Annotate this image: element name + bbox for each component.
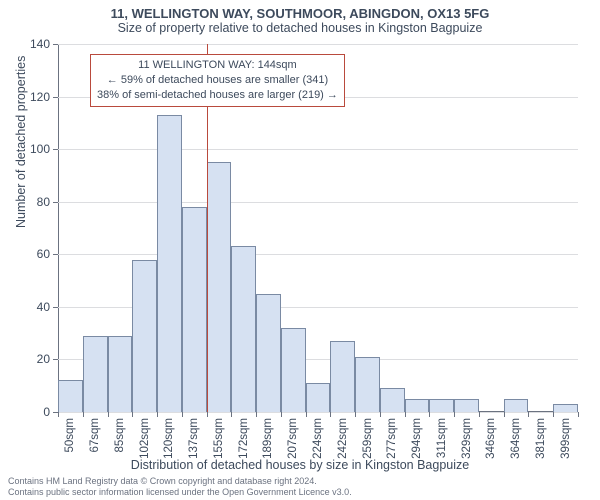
histogram-bar: [256, 294, 281, 412]
y-tick-label: 0: [43, 405, 50, 419]
x-tick-label: 277sqm: [386, 418, 398, 459]
histogram-bar: [182, 207, 207, 412]
x-tick-label: 224sqm: [312, 418, 324, 459]
histogram-bar: [355, 357, 380, 412]
x-tick: [207, 412, 208, 417]
x-tick: [553, 412, 554, 417]
info-box-line: 11 WELLINGTON WAY: 144sqm: [97, 58, 338, 73]
info-box-line: ← 59% of detached houses are smaller (34…: [97, 73, 338, 88]
gridline: [58, 254, 578, 255]
chart-title-main: 11, WELLINGTON WAY, SOUTHMOOR, ABINGDON,…: [0, 0, 600, 21]
x-tick-label: 329sqm: [461, 418, 473, 459]
x-tick-label: 207sqm: [287, 418, 299, 459]
x-tick: [405, 412, 406, 417]
x-tick-label: 381sqm: [535, 418, 547, 459]
x-tick: [157, 412, 158, 417]
x-tick: [132, 412, 133, 417]
histogram-bar: [207, 162, 232, 412]
plot-area: 02040608010012014050sqm67sqm85sqm102sqm1…: [58, 44, 578, 412]
x-tick-label: 155sqm: [213, 418, 225, 459]
info-box: 11 WELLINGTON WAY: 144sqm← 59% of detach…: [90, 54, 345, 107]
x-tick: [330, 412, 331, 417]
y-tick: [53, 254, 58, 255]
x-tick-label: 67sqm: [89, 418, 101, 453]
histogram-bar: [306, 383, 331, 412]
histogram-bar: [380, 388, 405, 412]
x-tick: [182, 412, 183, 417]
y-tick-label: 20: [37, 352, 50, 366]
y-axis-line: [58, 44, 59, 412]
y-tick-label: 40: [37, 300, 50, 314]
histogram-bar: [405, 399, 430, 412]
x-tick: [306, 412, 307, 417]
histogram-bar: [553, 404, 578, 412]
histogram-bar: [429, 399, 454, 412]
x-tick-label: 172sqm: [238, 418, 250, 459]
x-tick-label: 311sqm: [436, 418, 448, 458]
histogram-bar: [132, 260, 157, 412]
info-box-line: 38% of semi-detached houses are larger (…: [97, 88, 338, 103]
y-tick: [53, 97, 58, 98]
x-tick: [504, 412, 505, 417]
x-tick: [355, 412, 356, 417]
histogram-bar: [157, 115, 182, 412]
gridline: [58, 202, 578, 203]
x-tick-label: 259sqm: [362, 418, 374, 459]
histogram-bar: [58, 380, 83, 412]
x-tick: [479, 412, 480, 417]
x-tick-label: 346sqm: [485, 418, 497, 459]
gridline: [58, 412, 578, 413]
x-tick: [380, 412, 381, 417]
y-tick: [53, 359, 58, 360]
histogram-bar: [108, 336, 133, 412]
y-tick: [53, 149, 58, 150]
y-tick-label: 140: [30, 37, 50, 51]
y-tick-label: 80: [37, 195, 50, 209]
histogram-bar: [504, 399, 529, 412]
x-tick-label: 294sqm: [411, 418, 423, 459]
x-tick-label: 137sqm: [188, 418, 200, 459]
x-tick: [429, 412, 430, 417]
histogram-bar: [454, 399, 479, 412]
histogram-bar: [83, 336, 108, 412]
y-tick: [53, 202, 58, 203]
x-tick: [83, 412, 84, 417]
histogram-bar: [330, 341, 355, 412]
footer-line-2: Contains public sector information licen…: [8, 487, 352, 498]
x-tick-label: 364sqm: [510, 418, 522, 459]
x-tick-label: 102sqm: [139, 418, 151, 459]
x-tick: [108, 412, 109, 417]
x-tick: [578, 412, 579, 417]
x-axis-title: Distribution of detached houses by size …: [0, 458, 600, 472]
gridline: [58, 149, 578, 150]
y-tick: [53, 307, 58, 308]
x-tick: [281, 412, 282, 417]
gridline: [58, 44, 578, 45]
x-tick: [454, 412, 455, 417]
x-tick: [231, 412, 232, 417]
x-tick: [58, 412, 59, 417]
x-tick-label: 120sqm: [163, 418, 175, 459]
x-tick-label: 242sqm: [337, 418, 349, 459]
footer-attribution: Contains HM Land Registry data © Crown c…: [8, 476, 352, 499]
y-tick-label: 60: [37, 247, 50, 261]
footer-line-1: Contains HM Land Registry data © Crown c…: [8, 476, 352, 487]
x-tick-label: 85sqm: [114, 418, 126, 453]
y-tick-label: 120: [30, 90, 50, 104]
y-tick-label: 100: [30, 142, 50, 156]
x-tick-label: 50sqm: [64, 418, 76, 453]
histogram-bar: [231, 246, 256, 412]
x-tick: [528, 412, 529, 417]
x-tick: [256, 412, 257, 417]
x-tick-label: 189sqm: [262, 418, 274, 459]
chart-title-sub: Size of property relative to detached ho…: [0, 21, 600, 39]
histogram-bar: [281, 328, 306, 412]
y-tick: [53, 44, 58, 45]
x-tick-label: 399sqm: [560, 418, 572, 459]
y-axis-title: Number of detached properties: [14, 56, 28, 228]
